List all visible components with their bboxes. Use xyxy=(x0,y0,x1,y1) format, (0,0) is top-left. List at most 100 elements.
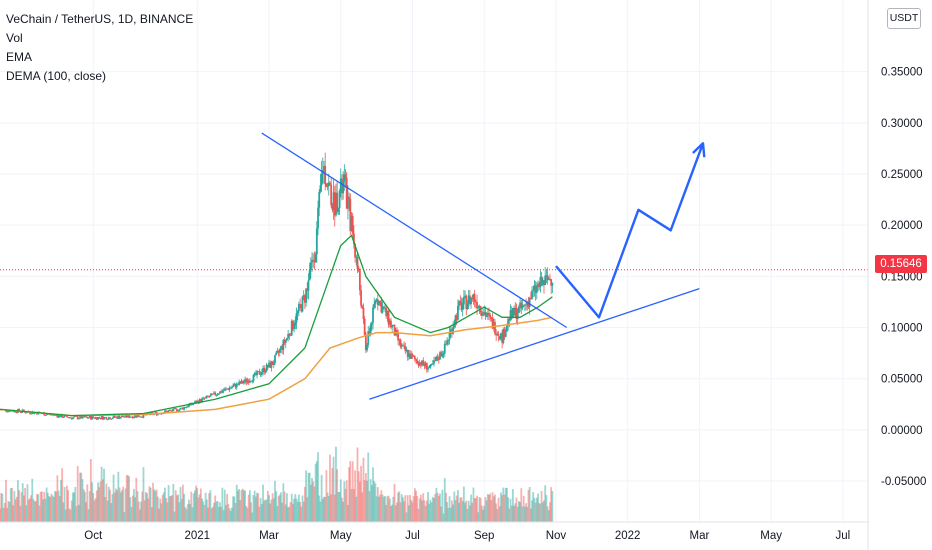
volume-bar xyxy=(451,500,453,522)
candle-body xyxy=(270,361,273,368)
candle-body xyxy=(541,279,544,286)
volume-bar xyxy=(30,495,32,522)
candle-body xyxy=(118,415,121,419)
volume-bar xyxy=(178,502,181,522)
candle-body xyxy=(470,297,472,304)
volume-bar xyxy=(496,509,499,522)
volume-bar xyxy=(313,486,316,522)
volume-bar xyxy=(64,509,67,522)
volume-bar xyxy=(118,487,121,522)
volume-bar xyxy=(221,487,224,522)
candle-body xyxy=(488,312,490,315)
volume-bar xyxy=(537,493,539,522)
volume-bar xyxy=(155,489,158,522)
candle-body xyxy=(278,349,281,353)
candle-body xyxy=(277,351,280,353)
candle-body xyxy=(332,192,335,210)
candle-body xyxy=(234,384,237,388)
volume-bar xyxy=(141,491,144,522)
candle-body xyxy=(522,304,525,306)
candle-body xyxy=(289,334,292,336)
volume-bar xyxy=(457,490,459,522)
volume-bar xyxy=(107,486,110,522)
volume-bar xyxy=(97,482,99,522)
candle-body xyxy=(112,415,115,419)
candle-body xyxy=(433,360,435,364)
volume-bar xyxy=(253,490,256,522)
volume-bar xyxy=(373,481,376,522)
candle-body xyxy=(344,174,347,178)
candle-body xyxy=(12,411,15,412)
volume-bar xyxy=(95,490,98,522)
candle-body xyxy=(460,302,463,311)
candle-body xyxy=(228,387,231,390)
candle-body xyxy=(8,410,11,412)
legend-ema[interactable]: EMA xyxy=(6,50,33,64)
volume-bar xyxy=(208,493,211,522)
candle-body xyxy=(243,381,245,384)
trendline-drawings[interactable] xyxy=(261,132,706,400)
volume-bar xyxy=(225,505,227,522)
candle-body xyxy=(369,324,372,334)
candle-body xyxy=(62,417,65,419)
volume-bar xyxy=(214,495,217,522)
candle-body xyxy=(317,207,319,229)
volume-bar xyxy=(374,483,377,522)
volume-bar xyxy=(515,497,518,522)
volume-bar xyxy=(510,505,513,522)
candle-body xyxy=(300,304,303,312)
volume-bar xyxy=(382,496,385,522)
volume-bar xyxy=(440,506,443,522)
volume-bar xyxy=(320,474,323,522)
volume-bar xyxy=(186,504,189,522)
volume-bar xyxy=(34,501,37,522)
volume-bar xyxy=(24,488,27,522)
candle-body xyxy=(248,381,251,383)
volume-bar xyxy=(99,481,102,522)
volume-bar xyxy=(185,509,188,522)
volume-bar xyxy=(56,475,59,522)
volume-bar xyxy=(158,508,160,522)
volume-bar xyxy=(227,503,230,522)
volume-bar xyxy=(256,492,258,522)
volume-bar xyxy=(352,488,355,522)
candle-body xyxy=(355,256,358,258)
candle-body xyxy=(23,409,25,412)
candle-body xyxy=(263,367,266,373)
candle-body xyxy=(490,317,493,320)
legend-symbol[interactable]: VeChain / TetherUS, 1D, BINANCE xyxy=(6,12,194,26)
legend-volume[interactable]: Vol xyxy=(6,31,23,45)
candle-body xyxy=(327,182,330,186)
candle-body xyxy=(127,414,129,418)
volume-bar xyxy=(223,489,226,522)
legend-dema[interactable]: DEMA (100, close) xyxy=(6,69,107,83)
candle-body xyxy=(81,415,84,419)
candle-body xyxy=(76,416,79,420)
volume-bar xyxy=(88,491,91,522)
candle-body xyxy=(443,343,446,354)
candle-body xyxy=(472,294,475,300)
volume-bar xyxy=(79,472,82,522)
candle-body xyxy=(103,417,105,420)
candle-body xyxy=(410,354,413,359)
candle-body xyxy=(335,192,337,216)
y-tick-label: 0.15000 xyxy=(881,271,923,283)
volume-bar xyxy=(150,507,153,522)
candle-body xyxy=(314,254,317,262)
candle-body xyxy=(439,352,441,360)
candle-body xyxy=(36,412,38,415)
candle-body xyxy=(209,395,212,397)
volume-bar xyxy=(197,497,200,522)
candle-body xyxy=(266,364,269,368)
volume-bar xyxy=(406,495,409,522)
y-tick-label: 0.25000 xyxy=(881,169,923,181)
candle-body xyxy=(308,269,311,281)
volume-bar xyxy=(364,473,367,522)
volume-bar xyxy=(387,495,390,522)
candle-body xyxy=(276,351,279,353)
volume-bar xyxy=(243,490,245,522)
currency-button[interactable]: USDT xyxy=(887,8,921,29)
candle-body xyxy=(449,329,452,333)
